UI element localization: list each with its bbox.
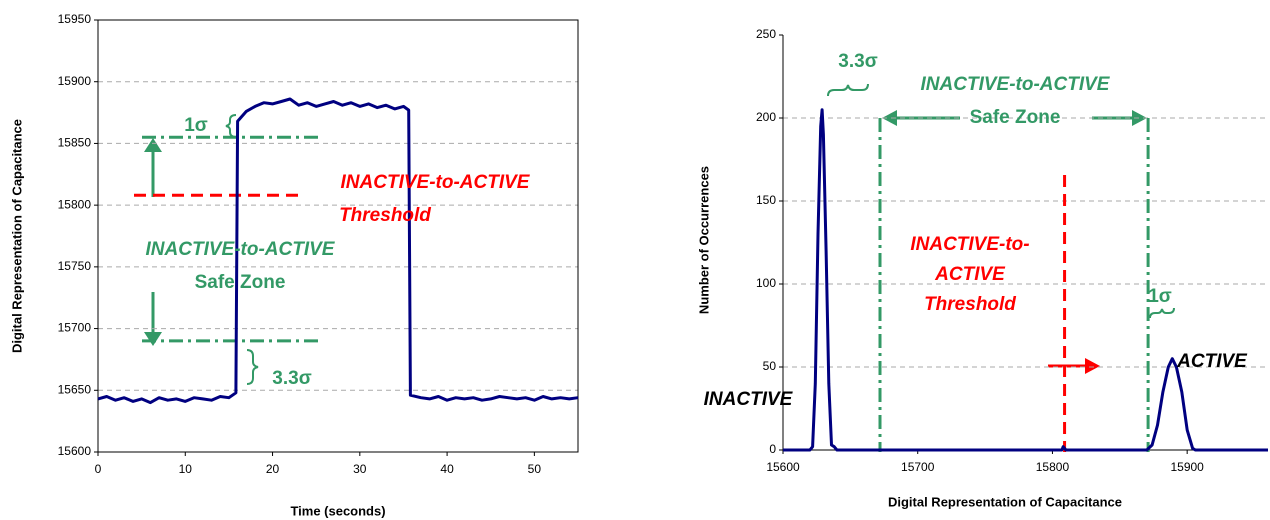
y-tick-label: 50	[763, 359, 777, 373]
x-tick-label: 10	[179, 462, 193, 476]
y-axis-label: Number of Occurrences	[696, 166, 711, 314]
arrow-head	[882, 110, 897, 126]
y-tick-label: 15800	[58, 197, 92, 211]
x-tick-label: 15800	[1036, 460, 1070, 474]
x-tick-label: 15900	[1170, 460, 1204, 474]
y-axis-label: Digital Representation of Capacitance	[9, 119, 24, 353]
annotation: Threshold	[339, 205, 431, 226]
x-tick-label: 30	[353, 462, 367, 476]
x-tick-label: 50	[528, 462, 542, 476]
x-tick-label: 40	[440, 462, 454, 476]
x-tick-label: 0	[95, 462, 102, 476]
arrow-head	[1085, 358, 1100, 374]
y-tick-label: 15900	[58, 74, 92, 88]
y-tick-label: 0	[769, 442, 776, 456]
y-tick-label: 100	[756, 276, 776, 290]
annotation: INACTIVE-to-ACTIVE	[921, 74, 1111, 95]
annotation: Threshold	[924, 294, 1016, 315]
brace	[1149, 307, 1175, 319]
annotation: INACTIVE	[704, 389, 794, 410]
y-tick-label: 250	[756, 27, 776, 41]
annotation: Safe Zone	[195, 272, 286, 293]
y-tick-label: 150	[756, 193, 776, 207]
annotation: Safe Zone	[970, 107, 1061, 128]
x-tick-label: 20	[266, 462, 280, 476]
y-tick-label: 15650	[58, 382, 92, 396]
x-axis-label: Digital Representation of Capacitance	[888, 494, 1122, 509]
brace	[225, 114, 237, 138]
arrow-head	[144, 138, 162, 152]
plot-frame	[97, 19, 579, 453]
y-tick-label: 15750	[58, 259, 92, 273]
brace	[246, 349, 259, 385]
brace	[827, 83, 869, 97]
annotation: INACTIVE-to-	[910, 234, 1029, 255]
y-tick-label: 15950	[58, 12, 92, 26]
y-tick-label: 200	[756, 110, 776, 124]
x-axis-label: Time (seconds)	[290, 503, 385, 518]
decorations	[144, 83, 1175, 385]
y-tick-label: 15600	[58, 444, 92, 458]
annotation: ACTIVE	[934, 264, 1006, 285]
annotation: ACTIVE	[1176, 351, 1248, 372]
arrow-head	[1132, 110, 1147, 126]
annotation: INACTIVE-to-ACTIVE	[341, 172, 531, 193]
annotation: 1σ	[184, 115, 208, 136]
y-tick-label: 15700	[58, 321, 92, 335]
annotation: 3.3σ	[838, 51, 877, 72]
annotation: 3.3σ	[272, 368, 311, 389]
arrow-head	[144, 332, 162, 346]
annotation: 1σ	[1148, 286, 1172, 307]
x-tick-label: 15600	[766, 460, 800, 474]
y-tick-label: 15850	[58, 136, 92, 150]
x-tick-label: 15700	[901, 460, 935, 474]
annotation: INACTIVE-to-ACTIVE	[146, 239, 336, 260]
data-line	[783, 108, 1268, 452]
data-line	[97, 97, 579, 405]
